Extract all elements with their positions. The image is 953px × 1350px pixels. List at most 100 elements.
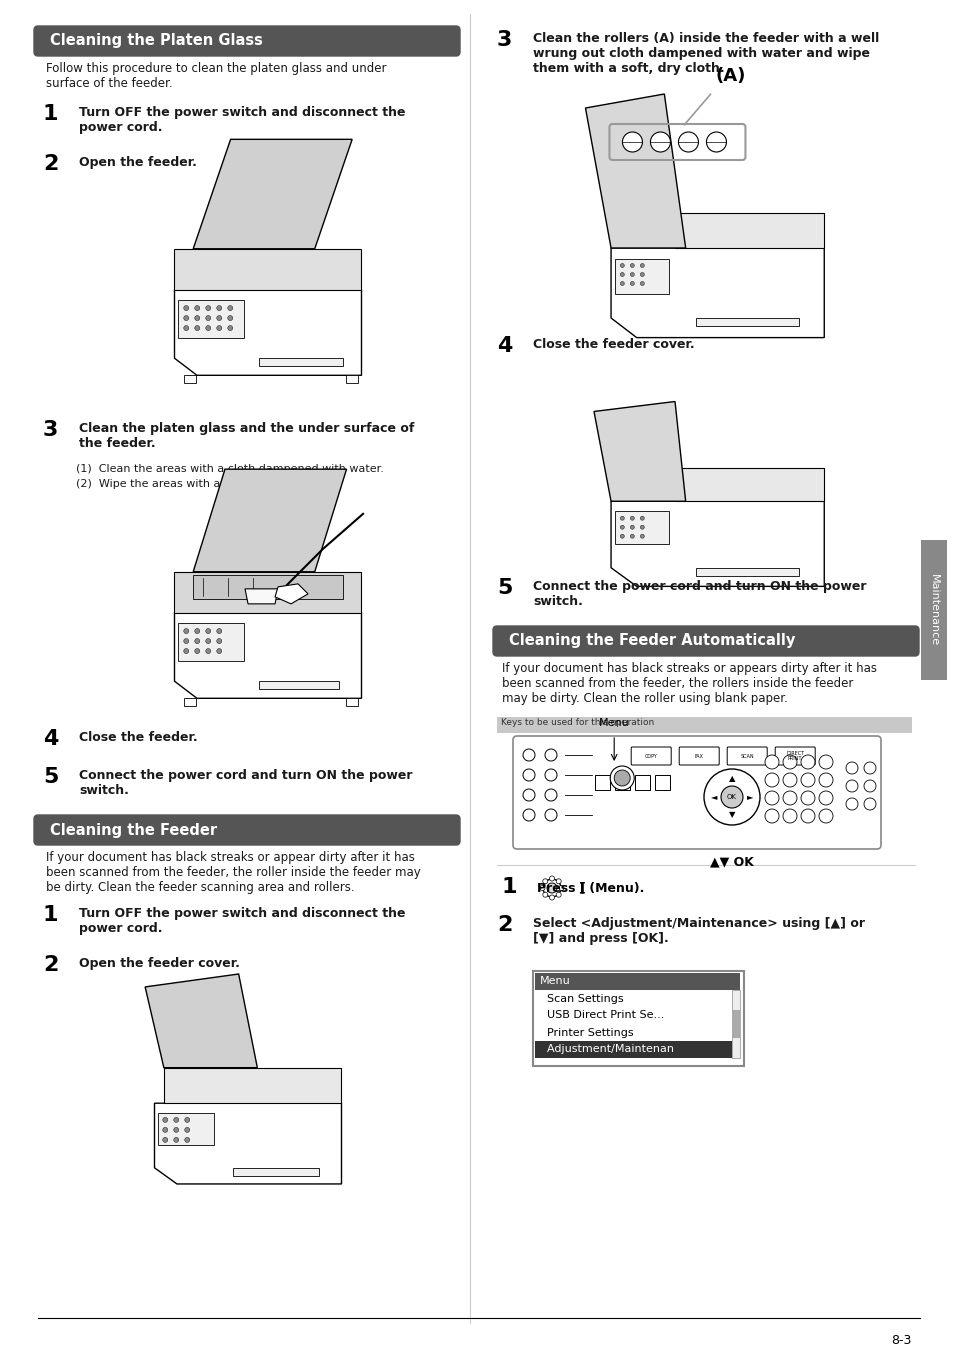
Bar	[535, 973, 740, 990]
Circle shape	[801, 791, 814, 805]
Circle shape	[184, 648, 189, 653]
Circle shape	[801, 809, 814, 824]
Bar	[533, 971, 743, 1066]
Circle shape	[863, 761, 875, 774]
Text: 5: 5	[497, 578, 512, 598]
Circle shape	[764, 791, 779, 805]
Circle shape	[184, 305, 189, 310]
Polygon shape	[193, 139, 352, 248]
Circle shape	[184, 325, 189, 331]
Circle shape	[630, 516, 634, 520]
Circle shape	[544, 749, 557, 761]
Circle shape	[678, 132, 698, 153]
Circle shape	[845, 761, 857, 774]
Text: 2: 2	[43, 154, 58, 174]
Text: Turn OFF the power switch and disconnect the
power cord.: Turn OFF the power switch and disconnect…	[79, 907, 405, 936]
Text: Keys to be used for this operation: Keys to be used for this operation	[500, 718, 654, 728]
Text: COPY: COPY	[644, 753, 657, 759]
Circle shape	[630, 525, 634, 529]
Polygon shape	[174, 613, 361, 698]
Text: SCAN: SCAN	[740, 753, 753, 759]
Bar	[615, 775, 629, 790]
Polygon shape	[245, 589, 277, 603]
Text: Menu: Menu	[598, 718, 629, 728]
Circle shape	[619, 273, 623, 277]
Circle shape	[185, 1138, 190, 1142]
Circle shape	[216, 316, 221, 320]
Bar	[184, 375, 196, 383]
Circle shape	[639, 535, 643, 539]
Circle shape	[720, 786, 742, 809]
Circle shape	[206, 325, 211, 331]
Text: Cleaning the Feeder: Cleaning the Feeder	[50, 822, 217, 837]
Circle shape	[194, 639, 199, 644]
Circle shape	[522, 769, 535, 782]
Circle shape	[558, 886, 563, 891]
FancyBboxPatch shape	[493, 626, 918, 656]
Circle shape	[206, 629, 211, 633]
Bar	[497, 717, 911, 733]
Text: 3: 3	[43, 420, 58, 440]
Circle shape	[206, 648, 211, 653]
Circle shape	[216, 305, 221, 310]
Polygon shape	[594, 401, 685, 501]
Text: Connect the power cord and turn ON the power
switch.: Connect the power cord and turn ON the p…	[79, 769, 412, 796]
Bar	[346, 375, 358, 383]
Polygon shape	[145, 973, 257, 1068]
Text: ►: ►	[746, 792, 753, 802]
Bar	[635, 775, 649, 790]
Circle shape	[801, 755, 814, 770]
Circle shape	[544, 769, 557, 782]
Bar	[184, 698, 196, 706]
Circle shape	[639, 525, 643, 529]
Circle shape	[539, 886, 544, 891]
Circle shape	[619, 535, 623, 539]
Text: 3: 3	[497, 30, 512, 50]
Circle shape	[542, 879, 560, 896]
Circle shape	[556, 879, 560, 884]
Circle shape	[542, 879, 547, 884]
FancyBboxPatch shape	[513, 736, 880, 849]
Text: Select <Adjustment/Maintenance> using [▲] or
[▼] and press [OK].: Select <Adjustment/Maintenance> using [▲…	[533, 917, 864, 945]
Bar	[731, 1010, 740, 1038]
Polygon shape	[154, 1103, 341, 1184]
FancyBboxPatch shape	[631, 747, 671, 765]
Circle shape	[782, 791, 796, 805]
Text: Maintenance: Maintenance	[928, 574, 938, 647]
Text: ] (Menu).: ] (Menu).	[578, 882, 643, 894]
Circle shape	[185, 1118, 190, 1122]
Circle shape	[619, 263, 623, 267]
Circle shape	[621, 132, 641, 153]
Text: 1: 1	[501, 878, 517, 896]
Text: ◄: ◄	[710, 792, 717, 802]
Circle shape	[619, 282, 623, 285]
FancyBboxPatch shape	[679, 747, 719, 765]
Bar	[920, 540, 946, 680]
Circle shape	[818, 774, 832, 787]
Bar	[535, 1041, 740, 1058]
Circle shape	[639, 516, 643, 520]
Circle shape	[639, 263, 643, 267]
Circle shape	[863, 798, 875, 810]
Polygon shape	[174, 572, 361, 613]
Text: 1: 1	[43, 104, 58, 124]
Circle shape	[173, 1118, 178, 1122]
Text: 1: 1	[43, 904, 58, 925]
Text: Menu: Menu	[539, 976, 570, 987]
Circle shape	[184, 629, 189, 633]
Circle shape	[845, 780, 857, 792]
Text: 4: 4	[43, 729, 58, 749]
Circle shape	[619, 516, 623, 520]
Polygon shape	[611, 248, 823, 338]
Circle shape	[801, 774, 814, 787]
Text: 2: 2	[43, 954, 58, 975]
Text: 8-3: 8-3	[891, 1334, 911, 1347]
Circle shape	[556, 892, 560, 898]
Text: Scan Settings: Scan Settings	[539, 994, 623, 1003]
Text: If your document has black streaks or appears dirty after it has
been scanned fr: If your document has black streaks or ap…	[501, 662, 876, 705]
Text: Cleaning the Feeder Automatically: Cleaning the Feeder Automatically	[509, 633, 795, 648]
Circle shape	[173, 1138, 178, 1142]
Circle shape	[228, 325, 233, 331]
Circle shape	[782, 809, 796, 824]
Circle shape	[163, 1118, 168, 1122]
